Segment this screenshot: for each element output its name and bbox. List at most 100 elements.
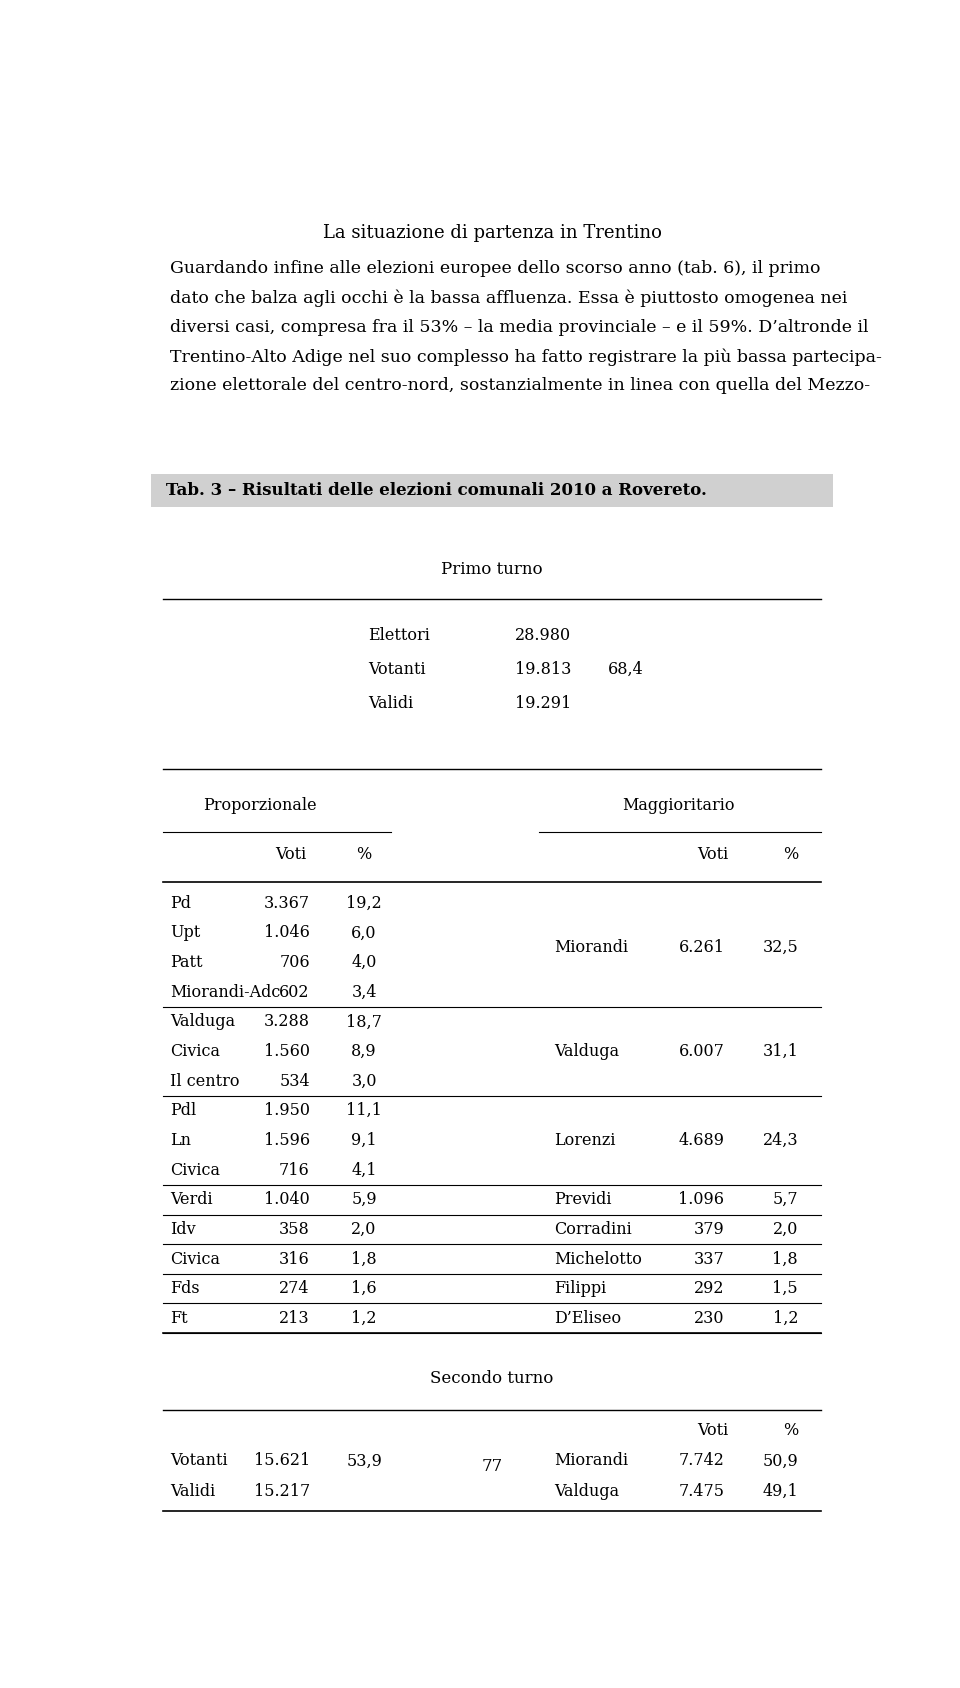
Text: 77: 77 — [481, 1458, 503, 1475]
Text: 213: 213 — [279, 1310, 310, 1327]
Text: Maggioritario: Maggioritario — [622, 797, 734, 814]
Text: 31,1: 31,1 — [762, 1043, 798, 1060]
Text: 3,4: 3,4 — [351, 984, 377, 1001]
Text: 6,0: 6,0 — [351, 925, 377, 942]
Text: Miorandi: Miorandi — [554, 939, 628, 955]
Text: 3,0: 3,0 — [351, 1072, 377, 1090]
Text: 358: 358 — [279, 1220, 310, 1237]
Text: Valduga: Valduga — [170, 1013, 235, 1030]
Text: Ln: Ln — [170, 1133, 191, 1150]
Text: Elettori: Elettori — [368, 626, 430, 643]
Text: 1.596: 1.596 — [264, 1133, 310, 1150]
Text: Voti: Voti — [275, 846, 306, 863]
Text: Valduga: Valduga — [554, 1043, 619, 1060]
Text: Civica: Civica — [170, 1251, 221, 1268]
Text: 19.813: 19.813 — [516, 660, 571, 677]
Text: Lorenzi: Lorenzi — [554, 1133, 615, 1150]
Text: 9,1: 9,1 — [351, 1133, 377, 1150]
Text: dato che balza agli occhi è la bassa affluenza. Essa è piuttosto omogenea nei: dato che balza agli occhi è la bassa aff… — [170, 290, 848, 307]
Text: 1,6: 1,6 — [351, 1280, 377, 1296]
Text: Filippi: Filippi — [554, 1280, 607, 1296]
Text: %: % — [782, 846, 798, 863]
Text: 316: 316 — [279, 1251, 310, 1268]
Text: Votanti: Votanti — [368, 660, 425, 677]
Text: Ft: Ft — [170, 1310, 188, 1327]
Text: 49,1: 49,1 — [762, 1484, 798, 1501]
Text: Secondo turno: Secondo turno — [430, 1371, 554, 1388]
Text: Miorandi: Miorandi — [554, 1452, 628, 1470]
FancyBboxPatch shape — [151, 474, 833, 506]
Text: Fds: Fds — [170, 1280, 200, 1296]
Text: Upt: Upt — [170, 925, 201, 942]
Text: 1,2: 1,2 — [351, 1310, 377, 1327]
Text: 1,8: 1,8 — [351, 1251, 377, 1268]
Text: 1,5: 1,5 — [773, 1280, 798, 1296]
Text: Michelotto: Michelotto — [554, 1251, 642, 1268]
Text: 3.367: 3.367 — [264, 895, 310, 912]
Text: 337: 337 — [694, 1251, 725, 1268]
Text: 1.040: 1.040 — [264, 1192, 310, 1209]
Text: 15.217: 15.217 — [253, 1484, 310, 1501]
Text: Il centro: Il centro — [170, 1072, 240, 1090]
Text: Validi: Validi — [368, 694, 413, 712]
Text: Idv: Idv — [170, 1220, 196, 1237]
Text: Pd: Pd — [170, 895, 191, 912]
Text: Guardando infine alle elezioni europee dello scorso anno (tab. 6), il primo: Guardando infine alle elezioni europee d… — [170, 260, 821, 277]
Text: Miorandi-Adc: Miorandi-Adc — [170, 984, 280, 1001]
Text: 4.689: 4.689 — [679, 1133, 725, 1150]
Text: 8,9: 8,9 — [351, 1043, 377, 1060]
Text: Civica: Civica — [170, 1043, 221, 1060]
Text: Pdl: Pdl — [170, 1102, 197, 1119]
Text: Voti: Voti — [697, 846, 729, 863]
Text: Voti: Voti — [697, 1423, 729, 1440]
Text: 11,1: 11,1 — [347, 1102, 382, 1119]
Text: 7.475: 7.475 — [679, 1484, 725, 1501]
Text: zione elettorale del centro-nord, sostanzialmente in linea con quella del Mezzo-: zione elettorale del centro-nord, sostan… — [170, 378, 871, 395]
Text: Patt: Patt — [170, 954, 203, 971]
Text: 15.621: 15.621 — [253, 1452, 310, 1470]
Text: Verdi: Verdi — [170, 1192, 213, 1209]
Text: 6.007: 6.007 — [679, 1043, 725, 1060]
Text: 32,5: 32,5 — [762, 939, 798, 955]
Text: La situazione di partenza in Trentino: La situazione di partenza in Trentino — [323, 225, 661, 241]
Text: Corradini: Corradini — [554, 1220, 632, 1237]
Text: 1,8: 1,8 — [773, 1251, 798, 1268]
Text: 379: 379 — [694, 1220, 725, 1237]
Text: Votanti: Votanti — [170, 1452, 228, 1470]
Text: 50,9: 50,9 — [762, 1452, 798, 1470]
Text: 706: 706 — [279, 954, 310, 971]
Text: 18,7: 18,7 — [347, 1013, 382, 1030]
Text: %: % — [356, 846, 372, 863]
Text: 19.291: 19.291 — [516, 694, 571, 712]
Text: 1.950: 1.950 — [264, 1102, 310, 1119]
Text: 534: 534 — [279, 1072, 310, 1090]
Text: 28.980: 28.980 — [516, 626, 571, 643]
Text: 3.288: 3.288 — [264, 1013, 310, 1030]
Text: 7.742: 7.742 — [679, 1452, 725, 1470]
Text: 274: 274 — [279, 1280, 310, 1296]
Text: 53,9: 53,9 — [347, 1452, 382, 1470]
Text: 68,4: 68,4 — [609, 660, 644, 677]
Text: 2,0: 2,0 — [773, 1220, 798, 1237]
Text: 1.560: 1.560 — [264, 1043, 310, 1060]
Text: 1,2: 1,2 — [773, 1310, 798, 1327]
Text: 5,7: 5,7 — [773, 1192, 798, 1209]
Text: 1.046: 1.046 — [264, 925, 310, 942]
Text: Previdi: Previdi — [554, 1192, 612, 1209]
Text: 230: 230 — [694, 1310, 725, 1327]
Text: Primo turno: Primo turno — [442, 560, 542, 577]
Text: 602: 602 — [279, 984, 310, 1001]
Text: 2,0: 2,0 — [351, 1220, 377, 1237]
Text: 5,9: 5,9 — [351, 1192, 377, 1209]
Text: 24,3: 24,3 — [762, 1133, 798, 1150]
Text: diversi casi, compresa fra il 53% – la media provinciale – e il 59%. D’altronde : diversi casi, compresa fra il 53% – la m… — [170, 319, 869, 336]
Text: D’Eliseo: D’Eliseo — [554, 1310, 621, 1327]
Text: Validi: Validi — [170, 1484, 216, 1501]
Text: Trentino-Alto Adige nel suo complesso ha fatto registrare la più bassa partecipa: Trentino-Alto Adige nel suo complesso ha… — [170, 348, 882, 366]
Text: Tab. 3 – Risultati delle elezioni comunali 2010 a Rovereto.: Tab. 3 – Risultati delle elezioni comuna… — [166, 483, 708, 500]
Text: Civica: Civica — [170, 1161, 221, 1178]
Text: 4,1: 4,1 — [351, 1161, 377, 1178]
Text: 4,0: 4,0 — [351, 954, 377, 971]
Text: 1.096: 1.096 — [679, 1192, 725, 1209]
Text: Proporzionale: Proporzionale — [203, 797, 316, 814]
